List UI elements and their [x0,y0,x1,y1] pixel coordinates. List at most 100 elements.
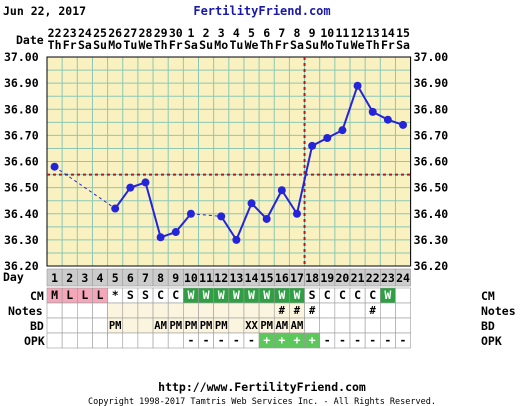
weekday-tick-label: Th [48,38,62,52]
y-tick-label-left: 37.00 [4,50,39,64]
opk-cell: - [400,333,407,347]
date-tick-label: 30 [169,26,183,40]
day-cell: 14 [245,271,259,285]
bd-cell-bg [395,317,411,334]
cm-cell: C [339,288,346,302]
cm-cell: W [203,288,210,302]
cm-cell: W [384,288,391,302]
date-tick-label: 5 [248,26,255,40]
y-tick-label-left: 36.90 [4,76,39,90]
y-tick-label-left: 36.20 [4,259,39,273]
cm-cell: W [248,288,255,302]
day-cell: 19 [320,271,334,285]
temperature-line-segment [341,85,359,131]
day-cell: 9 [172,271,179,285]
temperature-point [247,199,256,208]
y-tick-label-right: 36.60 [414,155,449,169]
date-tick-label: 11 [335,26,349,40]
cm-cell: W [218,288,225,302]
bd-cell: PM [109,320,122,332]
temperature-point [383,115,392,124]
weekday-tick-label: Mo [320,38,334,52]
temperature-point [232,235,241,244]
day-cell: 11 [199,271,213,285]
cm-cell: W [187,288,194,302]
y-tick-label-right: 36.50 [414,181,449,195]
bd-cell: AM [154,320,167,332]
weekday-tick-label: Tu [123,38,137,52]
cm-cell: W [278,288,285,302]
bd-cell-bg [379,317,396,334]
temperature-line-segment [265,189,283,220]
date-tick-label: 13 [366,26,380,40]
bd-cell-bg [61,317,78,334]
day-cell: 5 [112,271,119,285]
cm-cell: W [294,288,301,302]
day-cell: 2 [66,271,73,285]
y-tick-label-right: 36.90 [414,76,449,90]
notes-cell-bg [137,302,154,319]
bd-cell-bg [304,317,320,334]
plot-frame [46,56,412,267]
notes-cell-bg [92,302,108,319]
temperature-point [277,186,286,195]
bd-cell-bg [92,317,108,334]
footer-link[interactable]: http://www.FertilityFriend.com [158,380,366,394]
weekday-tick-label: Sa [396,38,410,52]
day-cell: 17 [290,271,304,285]
notes-cell: # [279,305,286,317]
cm-cell: L [97,288,104,302]
cm-cell: C [324,288,331,302]
bd-cell: PM [200,320,213,332]
notes-cell-bg [107,302,124,319]
bd-row-label-right: BD [481,319,495,333]
brand-title: FertilityFriend.com [193,4,330,18]
bd-cell-bg [334,317,351,334]
day-cell: 21 [351,271,365,285]
day-cell: 10 [184,271,198,285]
day-cell: 22 [366,271,380,285]
opk-cell-bg [167,332,184,349]
date-tick-label: 28 [139,26,153,40]
bd-cell: PM [169,320,182,332]
opk-cell-bg [46,332,63,349]
y-tick-label-right: 37.00 [414,50,449,64]
bd-cell-bg [364,317,381,334]
temperature-line-segment [356,85,374,113]
day-cell: 15 [260,271,274,285]
opk-cell: + [309,333,316,347]
opk-cell: + [263,333,270,347]
opk-cell: - [324,333,331,347]
opk-cell: - [369,333,376,347]
date-tick-label: 4 [233,26,240,40]
temperature-point [308,141,317,150]
bd-cell-bg [349,317,366,334]
date-tick-label: 25 [93,26,107,40]
weekday-tick-label: Th [366,38,380,52]
footer-url[interactable]: http://www.FertilityFriend.com [158,380,366,394]
y-tick-label-right: 36.70 [414,128,449,142]
weekday-tick-label: Tu [229,38,243,52]
temperature-line-segment [144,182,162,238]
bd-cell: PM [215,320,228,332]
day-cell: 13 [229,271,243,285]
temperature-line-segment [235,202,253,241]
date-tick-label: 1 [187,26,194,40]
opk-cell: + [278,333,285,347]
plot-area: 36.20 36.20 36.30 36.30 36.40 36.40 36.50 36.50… [4,26,449,349]
cm-cell-bg [395,287,411,304]
weekday-tick-label: Su [93,38,107,52]
temperature-line-segment [280,189,298,215]
opk-cell: - [233,333,240,347]
bd-cell-bg [122,317,139,334]
opk-row-label: OPK [24,334,45,348]
opk-row-label-right: OPK [481,334,502,348]
date-tick-label: 2 [203,26,210,40]
cm-cell: S [142,288,149,302]
opk-cell-bg [77,332,93,349]
notes-row-label-right: Notes [481,304,516,318]
cm-cell: C [157,288,164,302]
notes-cell: # [309,305,316,317]
cm-row-label: CM [30,289,44,303]
temperature-point [292,209,301,218]
